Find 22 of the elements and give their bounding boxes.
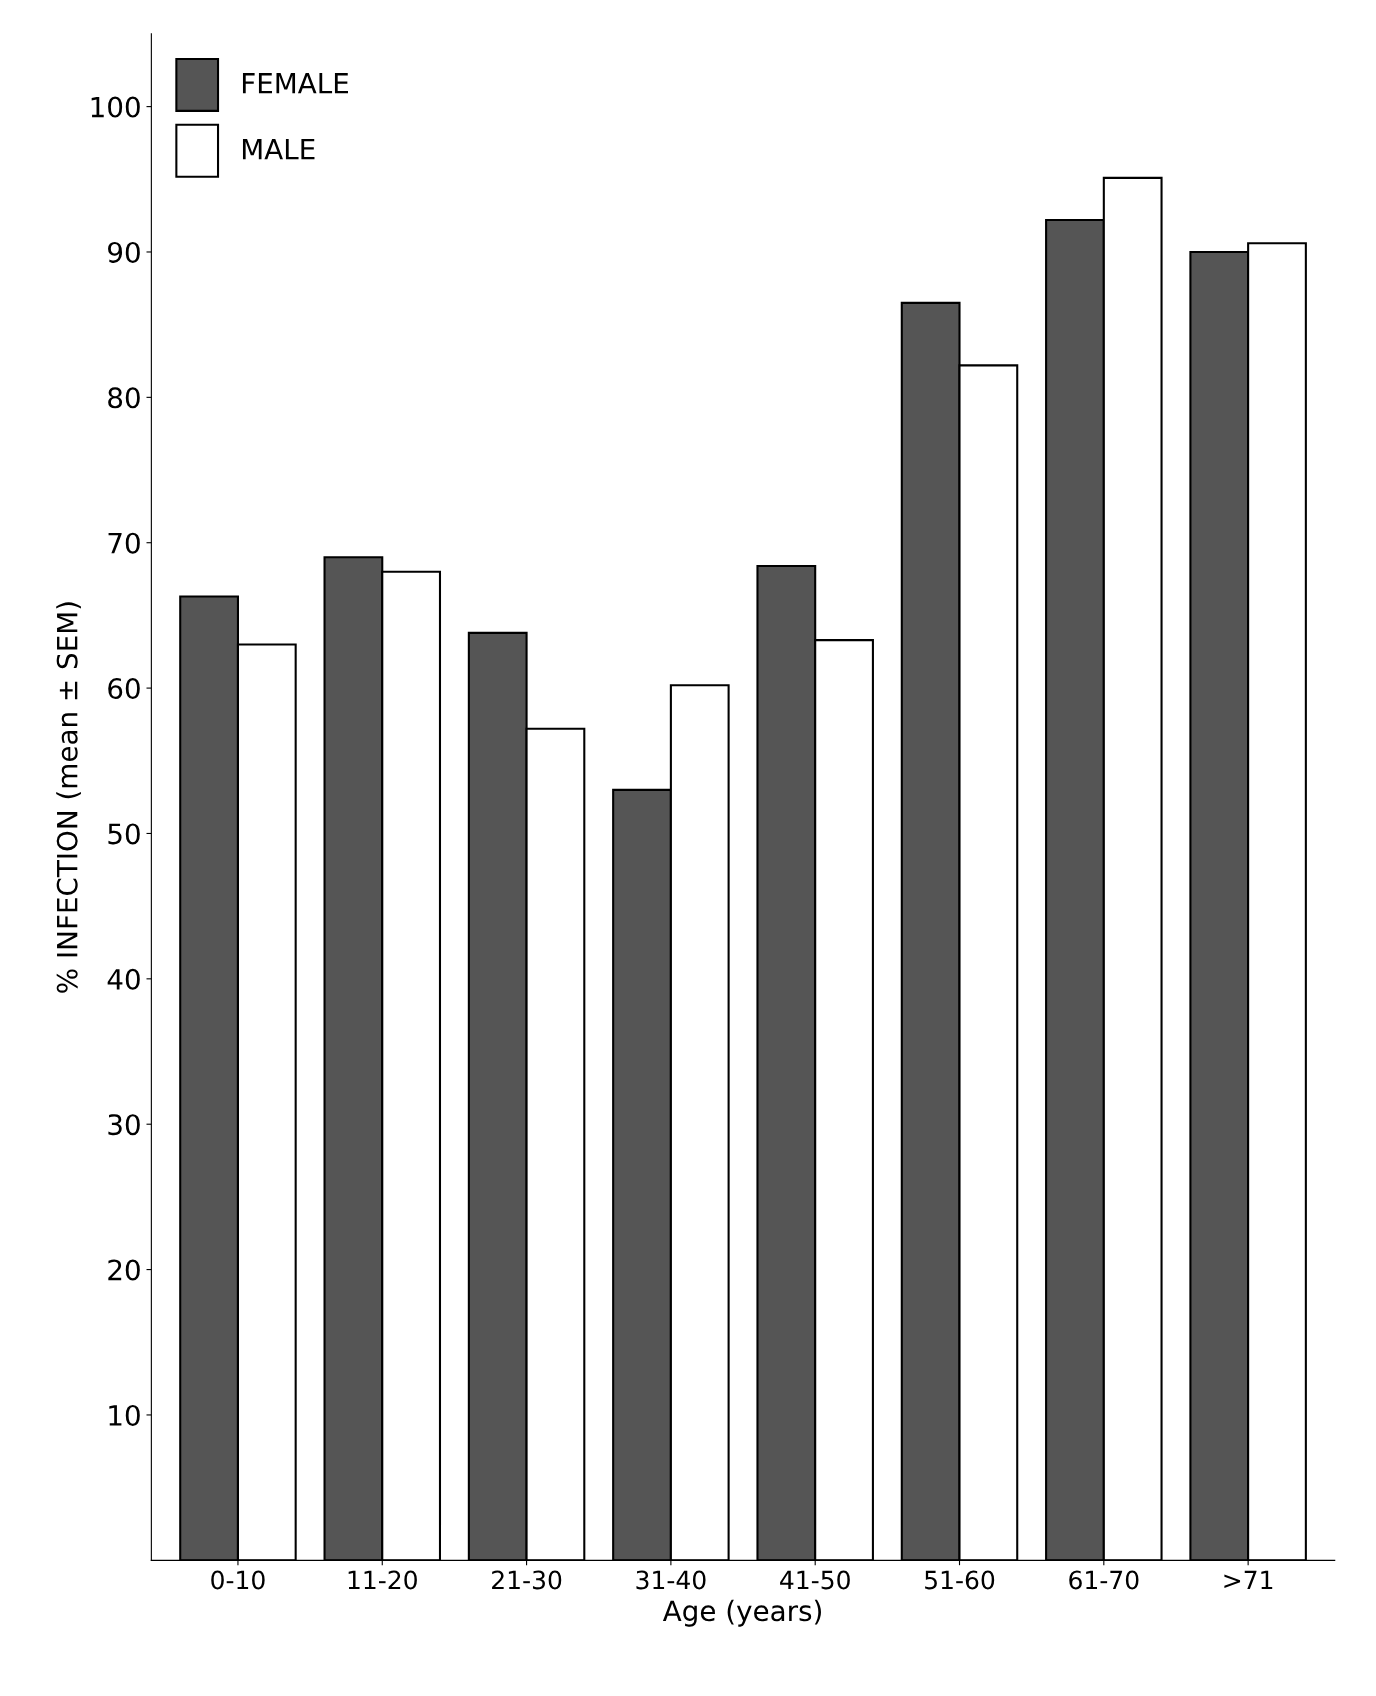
legend-label: MALE xyxy=(242,138,315,160)
y-tick-label: 30 xyxy=(108,1114,140,1136)
x-tick-label: 21-30 xyxy=(492,1570,562,1590)
x-tick-label: 31-40 xyxy=(636,1570,706,1590)
x-tick-label: >71 xyxy=(1224,1570,1273,1590)
x-tick-label: 0-10 xyxy=(211,1570,265,1590)
legend-label: FEMALE xyxy=(242,73,348,94)
x-tick-label: 61-70 xyxy=(1069,1570,1139,1590)
y-tick-label: 20 xyxy=(108,1259,140,1281)
y-tick-label: 80 xyxy=(108,387,140,409)
y-tick-label: 90 xyxy=(108,241,140,263)
y-tick-label: 40 xyxy=(107,968,140,990)
x-tick-label: 11-20 xyxy=(348,1570,417,1590)
x-tick-label: 51-60 xyxy=(925,1570,995,1590)
y-tick-label: 50 xyxy=(108,823,140,845)
y-tick-label: 60 xyxy=(108,678,140,700)
x-tick-label: 41-50 xyxy=(780,1570,850,1590)
y-tick-label: 100 xyxy=(91,96,140,118)
x-axis-title: Age (years) xyxy=(662,1599,821,1627)
y-tick-label: 10 xyxy=(109,1404,140,1426)
y-axis-title: % INFECTION (mean ± SEM) xyxy=(56,602,81,993)
y-tick-label: 70 xyxy=(108,532,140,554)
